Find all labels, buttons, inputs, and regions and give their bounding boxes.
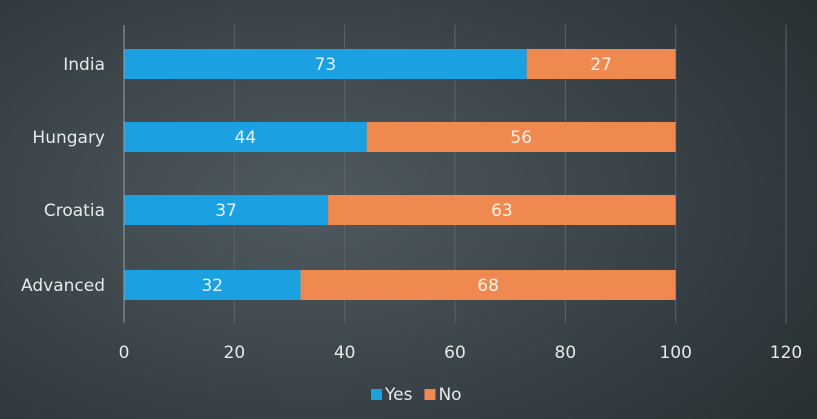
x-tick-label: 80 — [555, 343, 577, 363]
x-tick-label: 20 — [224, 343, 246, 363]
x-tick-label: 40 — [334, 343, 356, 363]
data-label: 27 — [590, 55, 612, 75]
y-category-label: Advanced — [21, 276, 105, 296]
bar-yes-india — [124, 49, 527, 79]
data-label: 56 — [510, 128, 532, 148]
legend-label-yes: Yes — [384, 385, 413, 405]
bars — [124, 49, 676, 300]
y-category-label: India — [63, 55, 105, 75]
y-category-label: Croatia — [44, 201, 105, 221]
y-category-label: Hungary — [32, 128, 105, 148]
bar-no-advanced — [300, 270, 676, 300]
x-tick-label: 0 — [119, 343, 130, 363]
axes: 0 20 40 60 80 100 120 India Hungary Croatia Advanc… — [21, 25, 802, 363]
bar-no-hungary — [366, 122, 676, 152]
bar-yes-advanced — [124, 270, 301, 300]
bar-no-croatia — [328, 195, 676, 225]
bar-yes-hungary — [124, 122, 367, 152]
legend-swatch-no — [424, 389, 436, 400]
legend-label-no: No — [438, 385, 461, 405]
x-tick-label: 100 — [659, 343, 691, 363]
data-label: 32 — [201, 276, 223, 296]
bar-no-india — [526, 49, 676, 79]
data-label: 63 — [491, 201, 513, 221]
data-label: 44 — [235, 128, 257, 148]
data-label: 73 — [315, 55, 337, 75]
data-label: 37 — [215, 201, 237, 221]
legend: Yes No — [371, 385, 462, 405]
legend-swatch-yes — [371, 389, 382, 400]
data-labels: 73 27 44 56 37 63 32 68 — [201, 55, 612, 296]
x-tick-label: 60 — [444, 343, 466, 363]
data-label: 68 — [477, 276, 499, 296]
bar-yes-croatia — [124, 195, 329, 225]
x-tick-label: 120 — [770, 343, 802, 363]
